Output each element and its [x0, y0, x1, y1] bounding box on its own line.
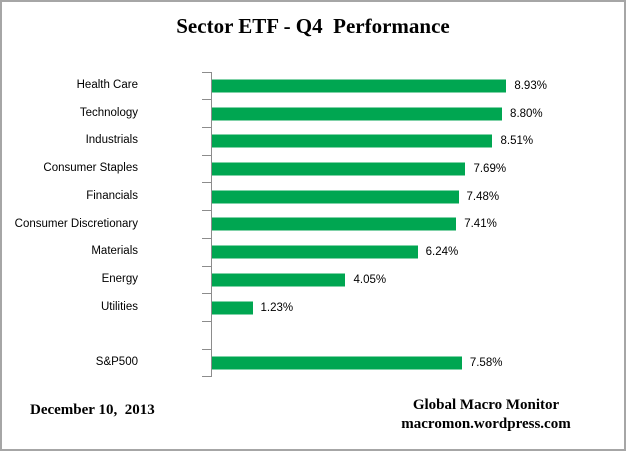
category-label: Utilities	[100, 300, 138, 313]
value-label: 8.80%	[510, 107, 543, 120]
bar	[212, 273, 346, 287]
bar-row: Consumer Staples 7.69%	[2, 154, 624, 183]
bar-zone: 8.80%	[202, 99, 624, 128]
category-label: Consumer Staples	[43, 162, 138, 175]
bar	[212, 79, 507, 93]
bar	[212, 190, 459, 204]
category-label: Health Care	[76, 79, 138, 91]
bar	[212, 217, 457, 231]
bar-zone: 8.51%	[202, 126, 624, 155]
bar-row: Utilities 1.23%	[2, 293, 624, 322]
bar-rows: Health Care 8.93% Technology 8.80% Industria…	[2, 71, 624, 377]
bar-zone: 7.58%	[202, 348, 624, 377]
bar-zone: 7.69%	[202, 154, 624, 183]
bar-row: Industrials 8.51%	[2, 126, 624, 155]
category-label: Energy	[101, 273, 138, 286]
category-label: Technology	[79, 106, 138, 119]
date-annotation: December 10, 2013	[30, 402, 155, 418]
bar-zone: 8.93%	[202, 71, 624, 100]
category-label: Consumer Discretionary	[14, 217, 138, 230]
category-label: Industrials	[85, 134, 138, 147]
category-label: Materials	[91, 245, 138, 258]
spacer-row	[2, 320, 624, 349]
bar	[212, 356, 462, 370]
bar-row: Technology 8.80%	[2, 99, 624, 128]
bar-zone: 4.05%	[202, 265, 624, 294]
bar-zone: 6.24%	[202, 237, 624, 266]
bar-row: Consumer Discretionary 7.41%	[2, 210, 624, 239]
value-label: 6.24%	[425, 246, 459, 259]
value-label: 7.69%	[473, 163, 507, 176]
credit-block: Global Macro Monitor macromon.wordpress.…	[371, 396, 601, 434]
chart-title: Sector ETF - Q4 Performance	[176, 14, 450, 38]
category-label	[2, 321, 212, 349]
bar	[212, 245, 418, 259]
bar-row: S&P500 7.58%	[2, 348, 624, 377]
bar-row: Materials 6.24%	[2, 237, 624, 266]
bar-zone: 7.41%	[202, 210, 624, 239]
category-label: Financials	[86, 189, 138, 202]
bar-zone: 7.48%	[202, 182, 624, 211]
category-label: S&P500	[95, 356, 138, 369]
value-label: 8.93%	[514, 79, 547, 92]
bar-zone: 1.23%	[202, 293, 624, 322]
bar	[212, 162, 466, 176]
value-label: 4.05%	[353, 273, 387, 286]
credit-source: Global Macro Monitor	[412, 397, 560, 413]
bar	[212, 107, 503, 121]
value-label: 7.58%	[469, 357, 503, 370]
bar	[212, 301, 253, 315]
value-label: 7.48%	[466, 190, 500, 203]
bar-row: Health Care 8.93%	[2, 71, 624, 100]
bar-row: Financials 7.48%	[2, 182, 624, 211]
value-label: 8.51%	[500, 135, 534, 148]
value-label: 7.41%	[464, 218, 497, 231]
bar-row: Energy 4.05%	[2, 265, 624, 294]
credit-url: macromon.wordpress.com	[401, 416, 571, 432]
bar-zone	[202, 320, 624, 349]
bar	[212, 134, 493, 148]
value-label: 1.23%	[260, 301, 294, 314]
